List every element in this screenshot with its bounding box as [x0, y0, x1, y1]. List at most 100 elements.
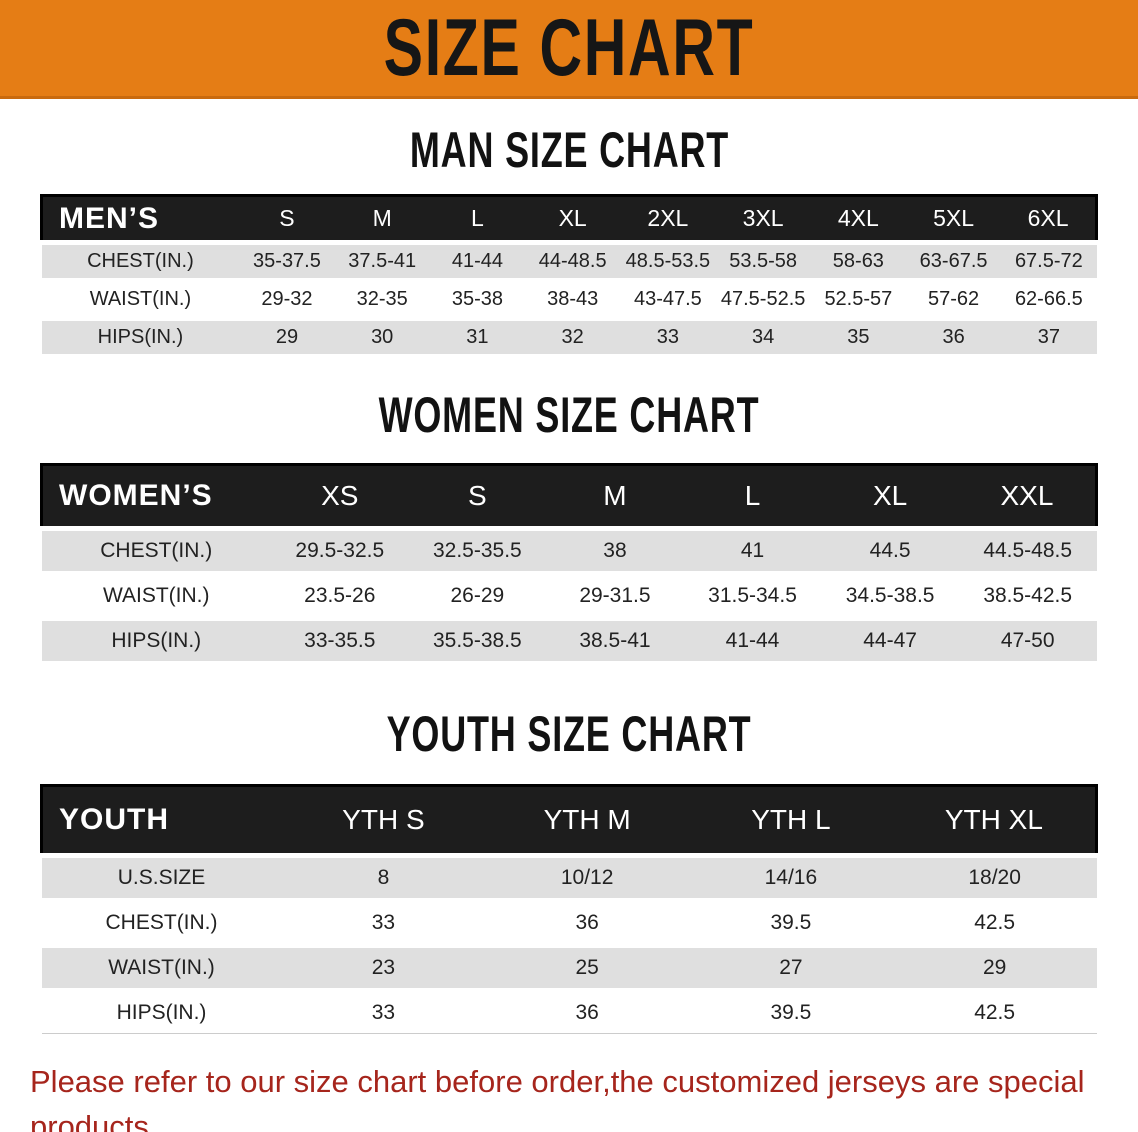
- cell-value: 38: [546, 526, 684, 574]
- cell-value: 23.5-26: [271, 571, 409, 619]
- column-header: 3XL: [715, 195, 811, 243]
- women-section-heading: WOMEN SIZE CHART: [0, 385, 1138, 444]
- banner: SIZE CHART: [0, 0, 1138, 99]
- cell-value: 23: [281, 943, 486, 991]
- row-label: CHEST(IN.): [41, 898, 282, 946]
- cell-value: 36: [905, 316, 1002, 354]
- column-header: YTH M: [485, 785, 690, 856]
- cell-value: 27: [689, 943, 893, 991]
- column-header: YTH L: [689, 785, 893, 856]
- cell-value: 47.5-52.5: [715, 278, 811, 319]
- cell-value: 41-44: [683, 616, 822, 661]
- column-header: XXL: [958, 464, 1097, 529]
- cell-value: 44.5: [821, 526, 959, 574]
- cell-value: 32-35: [334, 278, 430, 319]
- youth-heading-text: YOUTH SIZE CHART: [386, 704, 752, 763]
- column-header: M: [546, 464, 684, 529]
- column-header: YTH S: [281, 785, 486, 856]
- cell-value: 53.5-58: [715, 240, 811, 281]
- cell-value: 39.5: [689, 988, 893, 1034]
- cell-value: 18/20: [892, 853, 1097, 901]
- cell-value: 34: [715, 316, 811, 354]
- cell-value: 36: [485, 988, 690, 1034]
- table-row: WAIST(IN.) 23 25 27 29: [41, 943, 1097, 991]
- column-header: 5XL: [905, 195, 1002, 243]
- table-header-row: MEN’S S M L XL 2XL 3XL 4XL 5XL 6XL: [41, 195, 1097, 243]
- table-header-row: WOMEN’S XS S M L XL XXL: [41, 464, 1097, 529]
- notice-line-1: Please refer to our size chart before or…: [30, 1064, 1085, 1132]
- cell-value: 35: [810, 316, 906, 354]
- cell-value: 26-29: [408, 571, 547, 619]
- row-label: CHEST(IN.): [41, 526, 271, 574]
- cell-value: 42.5: [892, 898, 1097, 946]
- cell-value: 35-38: [429, 278, 526, 319]
- row-label: HIPS(IN.): [41, 316, 240, 354]
- cell-value: 32.5-35.5: [408, 526, 547, 574]
- cell-value: 44-48.5: [525, 240, 621, 281]
- row-label: WAIST(IN.): [41, 943, 282, 991]
- column-header: L: [429, 195, 526, 243]
- column-header: YTH XL: [892, 785, 1097, 856]
- column-header: 2XL: [620, 195, 716, 243]
- table-row: CHEST(IN.) 35-37.5 37.5-41 41-44 44-48.5 48.5…: [41, 240, 1097, 281]
- column-header: XS: [271, 464, 409, 529]
- row-label: U.S.SIZE: [41, 853, 282, 901]
- order-notice: Please refer to our size chart before or…: [30, 1060, 1118, 1132]
- column-header: 6XL: [1001, 195, 1097, 243]
- banner-title: SIZE CHART: [383, 3, 755, 93]
- cell-value: 25: [485, 943, 690, 991]
- table-row: CHEST(IN.) 33 36 39.5 42.5: [41, 898, 1097, 946]
- column-header: S: [408, 464, 547, 529]
- women-size-table: WOMEN’S XS S M L XL XXL CHEST(IN.) 29.5-32.5 32.5…: [40, 463, 1098, 661]
- cell-value: 67.5-72: [1001, 240, 1097, 281]
- cell-value: 29.5-32.5: [271, 526, 409, 574]
- cell-value: 8: [281, 853, 486, 901]
- cell-value: 31.5-34.5: [683, 571, 822, 619]
- column-header: XL: [821, 464, 959, 529]
- cell-value: 58-63: [810, 240, 906, 281]
- youth-section-heading: YOUTH SIZE CHART: [0, 704, 1138, 763]
- cell-value: 57-62: [905, 278, 1002, 319]
- cell-value: 41: [683, 526, 822, 574]
- table-label: WOMEN’S: [41, 464, 271, 529]
- cell-value: 37.5-41: [334, 240, 430, 281]
- cell-value: 10/12: [485, 853, 690, 901]
- column-header: M: [334, 195, 430, 243]
- cell-value: 35-37.5: [239, 240, 335, 281]
- cell-value: 33: [281, 988, 486, 1034]
- cell-value: 29: [239, 316, 335, 354]
- cell-value: 30: [334, 316, 430, 354]
- table-label: MEN’S: [41, 195, 240, 243]
- row-label: HIPS(IN.): [41, 616, 271, 661]
- row-label: WAIST(IN.): [41, 571, 271, 619]
- cell-value: 36: [485, 898, 690, 946]
- table-row: HIPS(IN.) 33 36 39.5 42.5: [41, 988, 1097, 1034]
- cell-value: 31: [429, 316, 526, 354]
- row-label: CHEST(IN.): [41, 240, 240, 281]
- cell-value: 44.5-48.5: [958, 526, 1097, 574]
- women-heading-text: WOMEN SIZE CHART: [378, 385, 760, 444]
- men-section-heading: MAN SIZE CHART: [0, 120, 1138, 179]
- cell-value: 29: [892, 943, 1097, 991]
- men-size-table: MEN’S S M L XL 2XL 3XL 4XL 5XL 6XL CHEST(IN.) 35-37…: [40, 194, 1098, 354]
- cell-value: 47-50: [958, 616, 1097, 661]
- table-row: CHEST(IN.) 29.5-32.5 32.5-35.5 38 41 44.5 44.5…: [41, 526, 1097, 574]
- column-header: L: [683, 464, 822, 529]
- men-heading-text: MAN SIZE CHART: [409, 120, 729, 179]
- table-row: WAIST(IN.) 23.5-26 26-29 29-31.5 31.5-34.5 34…: [41, 571, 1097, 619]
- table-row: WAIST(IN.) 29-32 32-35 35-38 38-43 43-47.5 47.…: [41, 278, 1097, 319]
- cell-value: 39.5: [689, 898, 893, 946]
- cell-value: 38-43: [525, 278, 621, 319]
- cell-value: 14/16: [689, 853, 893, 901]
- cell-value: 29-31.5: [546, 571, 684, 619]
- cell-value: 52.5-57: [810, 278, 906, 319]
- column-header: 4XL: [810, 195, 906, 243]
- cell-value: 29-32: [239, 278, 335, 319]
- table-header-row: YOUTH YTH S YTH M YTH L YTH XL: [41, 785, 1097, 856]
- cell-value: 32: [525, 316, 621, 354]
- cell-value: 38.5-42.5: [958, 571, 1097, 619]
- column-header: S: [239, 195, 335, 243]
- cell-value: 37: [1001, 316, 1097, 354]
- cell-value: 44-47: [821, 616, 959, 661]
